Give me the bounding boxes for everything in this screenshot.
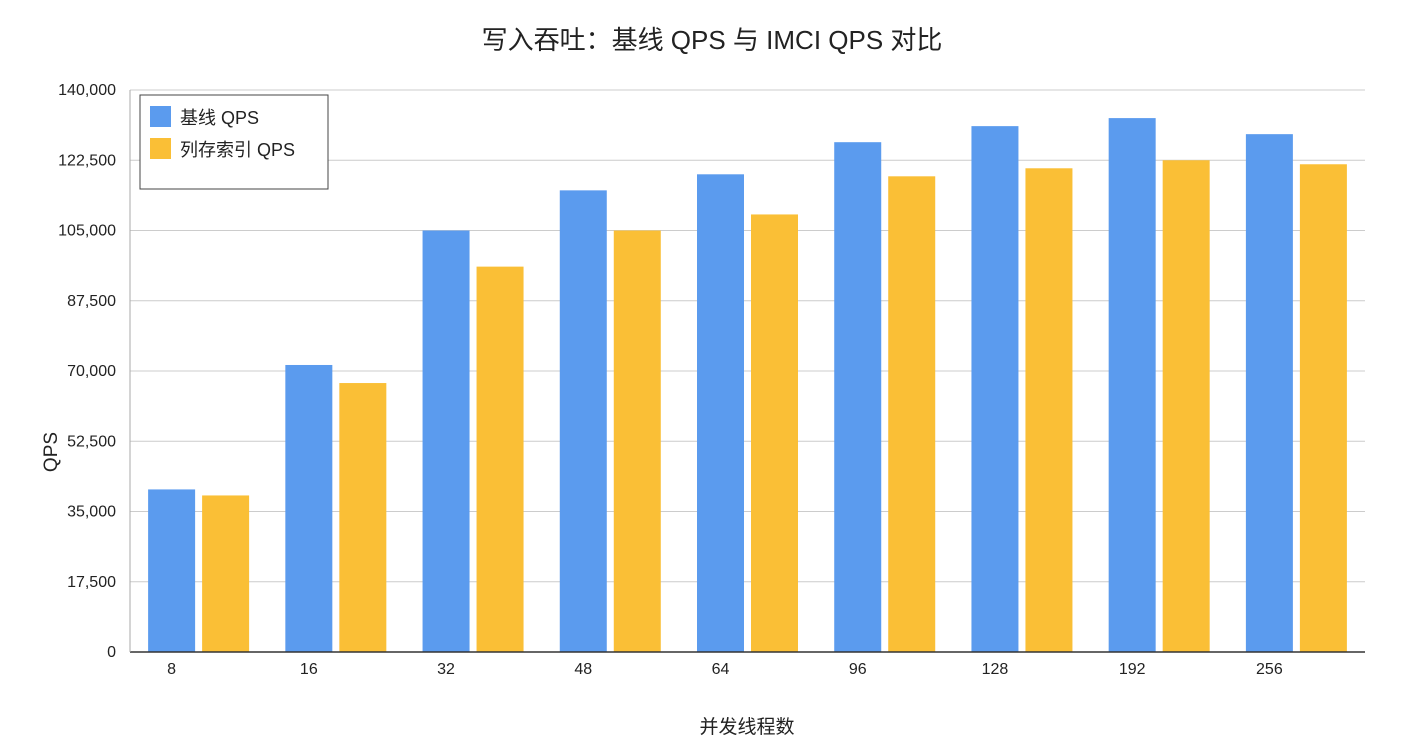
bar-imci [339,383,387,652]
x-axis-title: 并发线程数 [699,716,794,738]
y-tick-label: 140,000 [58,82,116,99]
y-tick-label: 17,500 [67,574,116,591]
legend-label-imci: 列存索引 QPS [180,140,295,160]
x-tick-label: 32 [437,661,455,678]
bar-imci [888,176,936,653]
x-tick-label: 16 [300,661,318,678]
y-tick-label: 70,000 [67,363,116,380]
legend-swatch-baseline [150,106,171,127]
y-axis-title: QPS [41,432,62,472]
bars [148,118,1347,653]
y-axis-ticks: 0 17,500 35,000 52,500 70,000 87,500 105,000 12… [58,82,116,661]
bar-imci [1299,164,1347,652]
y-tick-label: 105,000 [58,223,116,240]
chart-title: 写入吞吐：基线 QPS 与 IMCI QPS 对比 [482,25,943,55]
bar-baseline [834,142,882,652]
bar-imci [751,214,798,652]
legend-label-baseline: 基线 QPS [180,108,259,128]
bar-imci [1162,160,1210,652]
bar-baseline [285,364,333,652]
legend: 基线 QPS 列存索引 QPS [139,94,329,190]
bar-baseline [148,489,196,652]
x-tick-label: 96 [849,661,867,678]
bar-baseline [971,126,1019,653]
legend-swatch-imci [150,138,171,159]
bar-imci [1025,168,1073,652]
bar-imci [476,266,524,652]
bar-imci [202,495,250,652]
x-tick-label: 64 [712,661,730,678]
x-tick-label: 8 [167,661,176,678]
x-tick-label: 128 [982,661,1009,678]
bar-baseline [422,230,470,652]
x-tick-label: 256 [1256,661,1283,678]
bar-baseline [559,190,607,652]
bar-baseline [697,174,744,653]
bar-imci [613,230,661,652]
x-axis-ticks: 8 16 32 48 64 96 128 192 256 [167,661,1283,678]
y-tick-label: 87,500 [67,293,116,310]
bar-baseline [1245,134,1293,652]
bar-baseline [1108,118,1156,653]
y-tick-label: 35,000 [67,504,116,521]
y-tick-label: 52,500 [67,433,116,450]
legend-box [139,94,329,190]
y-tick-label: 122,500 [58,152,116,169]
x-tick-label: 192 [1119,661,1146,678]
gridlines [130,89,1365,583]
x-tick-label: 48 [574,661,592,678]
y-tick-label: 0 [107,644,116,661]
